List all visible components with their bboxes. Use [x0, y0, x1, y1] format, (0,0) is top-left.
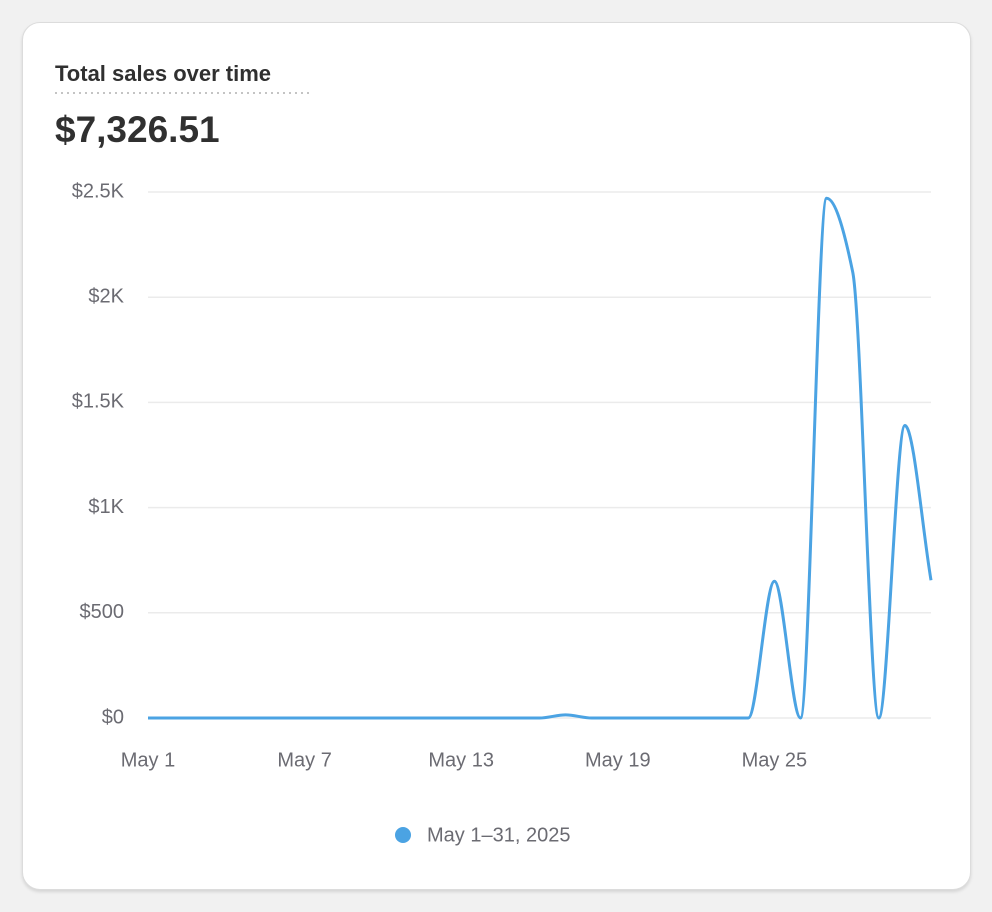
x-tick-label: May 19	[585, 749, 651, 771]
y-tick-label: $2.5K	[72, 180, 125, 202]
total-value: $7,326.51	[55, 109, 220, 150]
legend-swatch	[395, 827, 411, 843]
legend-label: May 1–31, 2025	[427, 824, 570, 846]
y-tick-label: $2K	[88, 285, 124, 307]
line	[148, 196, 933, 720]
x-tick-label: May 13	[428, 749, 494, 771]
y-tick-label: $500	[80, 601, 125, 623]
x-tick-label: May 25	[742, 749, 808, 771]
x-tick-label: May 1	[121, 749, 175, 771]
y-tick-label: $1.5K	[72, 391, 125, 413]
x-tick-label: May 7	[277, 749, 331, 771]
y-tick-label: $1K	[88, 496, 124, 518]
y-tick-label: $0	[102, 706, 124, 728]
chart-title: Total sales over time	[55, 61, 271, 86]
